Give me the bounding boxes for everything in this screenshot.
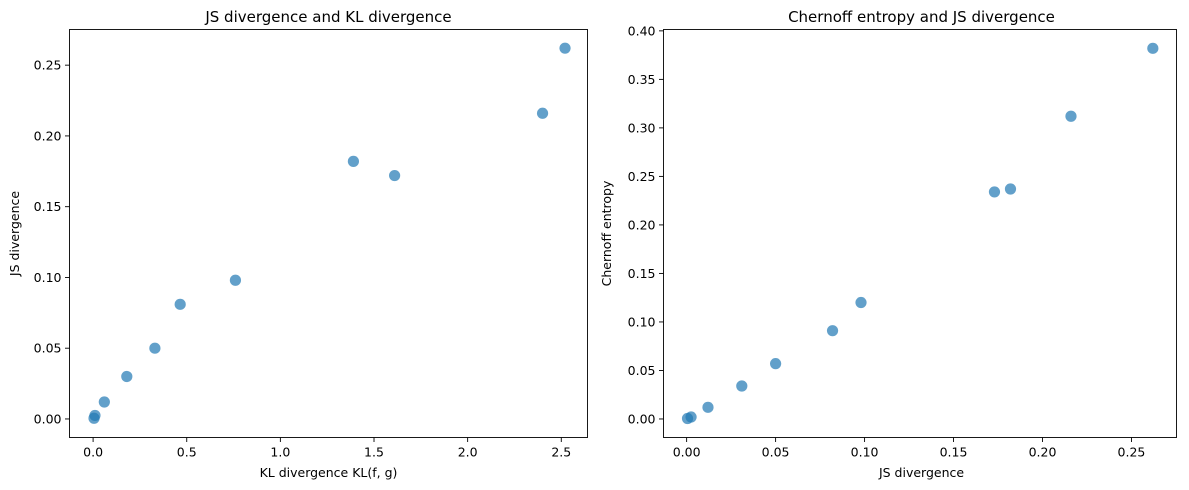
- left-x-ticks: 0.0 0.5 1.0 1.5 2.0 2.5: [83, 437, 571, 460]
- right-x-tick-label: 0.00: [673, 445, 701, 460]
- right-data-point: [826, 325, 839, 337]
- left-y-tick-label: 0.20: [34, 128, 62, 143]
- right-x-tick-label: 0.10: [851, 445, 879, 460]
- right-y-tick-label: 0.40: [628, 23, 656, 38]
- left-y-tick-label: 0.05: [34, 341, 62, 356]
- right-data-point: [736, 380, 748, 392]
- left-data-point: [229, 274, 242, 286]
- left-y-tick-label: 0.25: [34, 58, 62, 73]
- left-data-points: [88, 42, 571, 424]
- right-y-tick-label: 0.35: [628, 72, 656, 87]
- right-x-tick-label: 0.20: [1029, 445, 1057, 460]
- left-x-tick-label: 0.0: [83, 445, 103, 460]
- right-y-tick-label: 0.15: [628, 266, 656, 281]
- left-data-point: [389, 169, 401, 182]
- right-chart-title: Chernoff entropy and JS divergence: [788, 8, 1055, 26]
- right-plot-frame: [663, 29, 1177, 438]
- right-data-point: [1004, 183, 1017, 195]
- right-data-point: [988, 186, 1001, 198]
- right-x-axis-label: JS divergence: [878, 465, 964, 480]
- right-data-point: [1147, 42, 1159, 54]
- left-y-tick-label: 0.00: [34, 411, 62, 426]
- left-data-point: [174, 298, 186, 310]
- right-y-axis-label: Chernoff entropy: [599, 180, 614, 286]
- right-y-tick-label: 0.10: [628, 314, 656, 329]
- left-y-axis-label: JS divergence: [7, 191, 22, 277]
- left-data-point: [98, 396, 110, 408]
- left-x-tick-label: 2.5: [551, 445, 571, 460]
- left-y-tick-label: 0.15: [34, 199, 62, 214]
- left-x-tick-label: 1.0: [270, 445, 290, 460]
- left-chart-title: JS divergence and KL divergence: [204, 8, 451, 26]
- right-data-point: [855, 296, 867, 309]
- left-data-point: [536, 107, 549, 119]
- left-data-point: [559, 42, 571, 54]
- left-y-tick-label: 0.10: [34, 270, 62, 285]
- left-y-ticks: 0.00 0.05 0.10 0.15 0.20 0.25: [34, 58, 70, 426]
- left-data-point: [89, 409, 101, 422]
- right-y-tick-label: 0.05: [628, 363, 656, 378]
- right-y-tick-label: 0.00: [628, 411, 656, 426]
- left-x-tick-label: 2.0: [458, 445, 478, 460]
- left-x-axis-label: KL divergence KL(f, g): [260, 465, 398, 480]
- left-data-point: [347, 155, 360, 167]
- right-y-ticks: 0.00 0.05 0.10 0.15 0.20 0.25 0.30 0.35 0.40: [628, 23, 664, 426]
- right-data-points: [681, 42, 1159, 425]
- left-data-point: [149, 342, 161, 354]
- right-y-tick-label: 0.20: [628, 217, 656, 232]
- right-x-ticks: 0.00 0.05 0.10 0.15 0.20 0.25: [673, 437, 1146, 460]
- right-data-point: [770, 358, 782, 370]
- right-data-point: [685, 411, 697, 423]
- right-chart-panel: Chernoff entropy and JS divergence 0.00 0…: [599, 8, 1177, 480]
- left-plot-frame: [69, 29, 588, 438]
- right-data-point: [702, 401, 714, 413]
- right-x-tick-label: 0.15: [940, 445, 968, 460]
- right-y-tick-label: 0.25: [628, 169, 656, 184]
- right-data-point: [1065, 110, 1077, 122]
- left-x-tick-label: 1.5: [364, 445, 384, 460]
- right-x-tick-label: 0.05: [762, 445, 790, 460]
- right-y-tick-label: 0.30: [628, 120, 656, 135]
- right-x-tick-label: 0.25: [1118, 445, 1146, 460]
- left-x-tick-label: 0.5: [177, 445, 197, 460]
- left-chart-panel: JS divergence and KL divergence 0.0 0.5 1.…: [7, 8, 588, 480]
- left-data-point: [121, 370, 133, 383]
